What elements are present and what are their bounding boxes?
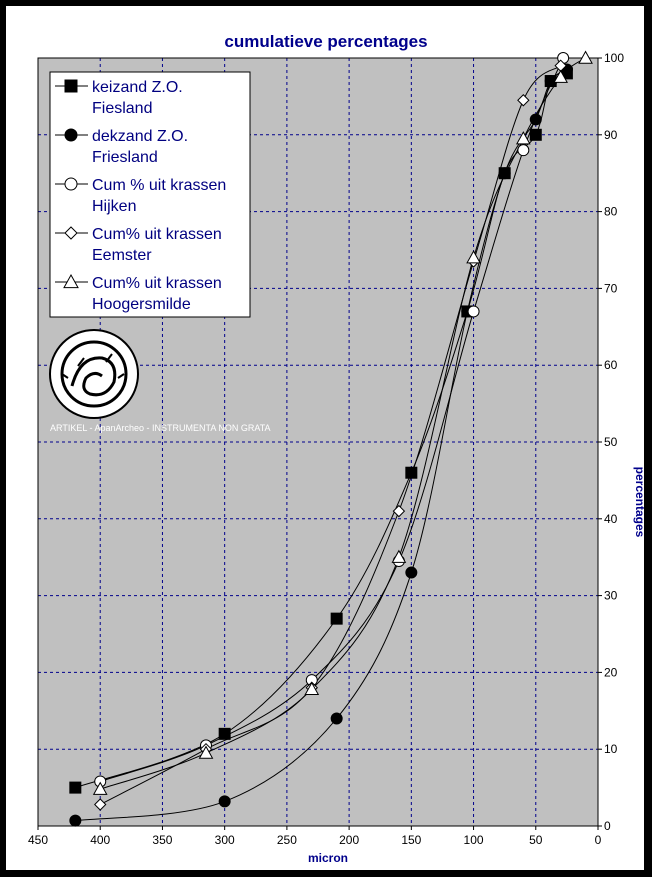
legend-label-1: keizand Z.O. (92, 79, 183, 96)
data-point-square (529, 128, 542, 141)
x-tick-label: 0 (595, 833, 602, 847)
legend-label-1: Fiesland (92, 100, 152, 117)
legend-label-2: Friesland (92, 149, 158, 166)
y-tick-label: 70 (604, 281, 618, 295)
y-tick-label: 100 (604, 51, 624, 65)
x-tick-label: 250 (277, 833, 297, 847)
x-axis-label: micron (308, 851, 348, 865)
data-point-diamond (64, 226, 78, 240)
legend: keizand Z.O. Fiesland dekzand Z.O. Frieslan… (49, 71, 251, 318)
data-point-diamond (94, 798, 107, 811)
y-tick-label: 10 (604, 742, 618, 756)
legend-label-3: Cum % uit krassen (92, 177, 226, 194)
legend-label-3: Hijken (92, 198, 136, 215)
data-point-diamond (517, 94, 530, 107)
series-lines (75, 57, 586, 822)
data-point-square (64, 79, 78, 93)
series-line-2 (75, 69, 568, 822)
chart-title: cumulatieve percentages (224, 32, 427, 51)
data-point-circle (64, 128, 78, 142)
data-point-triangle (553, 69, 569, 83)
y-tick-label: 0 (604, 819, 611, 833)
legend-box (49, 71, 251, 318)
data-point-triangle (515, 131, 531, 145)
y-tick-label: 30 (604, 589, 618, 603)
data-point-triangle (578, 50, 593, 64)
series-line-3 (100, 57, 564, 782)
y-axis-label: percentages (633, 467, 644, 538)
x-axis: 450 400 350 300 250 200 150 100 50 0 (28, 826, 602, 847)
watermark: ARTIKEL - ApanArcheo - INSTRUMENTA NON G… (49, 329, 271, 433)
chart-frame: cumulatieve percentages 450 400 350 300 250 2… (6, 6, 644, 870)
data-point-square (218, 727, 231, 740)
data-point-triangle (304, 681, 320, 695)
series-markers-5 (92, 50, 593, 795)
x-tick-label: 100 (464, 833, 484, 847)
data-point-triangle (63, 273, 79, 289)
y-tick-label: 40 (604, 512, 618, 526)
watermark-logo-rays (61, 353, 125, 379)
series-line-1 (75, 72, 568, 789)
y-tick-label: 60 (604, 358, 618, 372)
data-point-circle (498, 167, 511, 180)
data-point-square (69, 781, 82, 794)
data-point-triangle (466, 250, 481, 264)
watermark-logo-shell (70, 356, 117, 397)
y-axis: 0 10 20 30 40 50 60 70 80 90 100 (598, 51, 624, 833)
legend-label-5: Hoogersmilde (92, 296, 191, 313)
watermark-caption: ARTIKEL - ApanArcheo - INSTRUMENTA NON G… (50, 423, 271, 433)
data-point-circle (69, 814, 82, 827)
data-point-open-circle (64, 177, 78, 191)
data-point-open-circle (467, 305, 480, 318)
x-tick-label: 450 (28, 833, 48, 847)
legend-label-5: Cum% uit krassen (92, 275, 222, 292)
data-point-triangle (198, 745, 214, 759)
chart-svg: cumulatieve percentages 450 400 350 300 250 2… (28, 32, 644, 865)
y-tick-label: 20 (604, 665, 618, 679)
data-point-open-circle (517, 144, 530, 157)
data-point-circle (218, 795, 231, 808)
data-point-diamond (392, 504, 406, 518)
x-tick-label: 50 (529, 833, 543, 847)
x-tick-label: 200 (339, 833, 359, 847)
series-markers (69, 50, 593, 827)
data-point-triangle (391, 549, 407, 563)
y-tick-label: 80 (604, 205, 618, 219)
legend-label-4: Eemster (92, 247, 152, 264)
data-point-circle (529, 113, 542, 126)
series-line-5 (100, 57, 586, 790)
y-tick-label: 50 (604, 435, 618, 449)
data-point-triangle (92, 781, 108, 795)
data-point-square (330, 612, 343, 625)
data-point-circle (405, 566, 418, 579)
series-group (69, 50, 593, 827)
x-tick-label: 300 (215, 833, 235, 847)
x-tick-label: 150 (401, 833, 421, 847)
x-tick-label: 350 (152, 833, 172, 847)
legend-label-2: dekzand Z.O. (92, 128, 188, 145)
data-point-square (405, 466, 418, 479)
x-tick-label: 400 (90, 833, 110, 847)
legend-label-4: Cum% uit krassen (92, 226, 222, 243)
data-point-circle (330, 712, 343, 725)
y-tick-label: 90 (604, 128, 618, 142)
